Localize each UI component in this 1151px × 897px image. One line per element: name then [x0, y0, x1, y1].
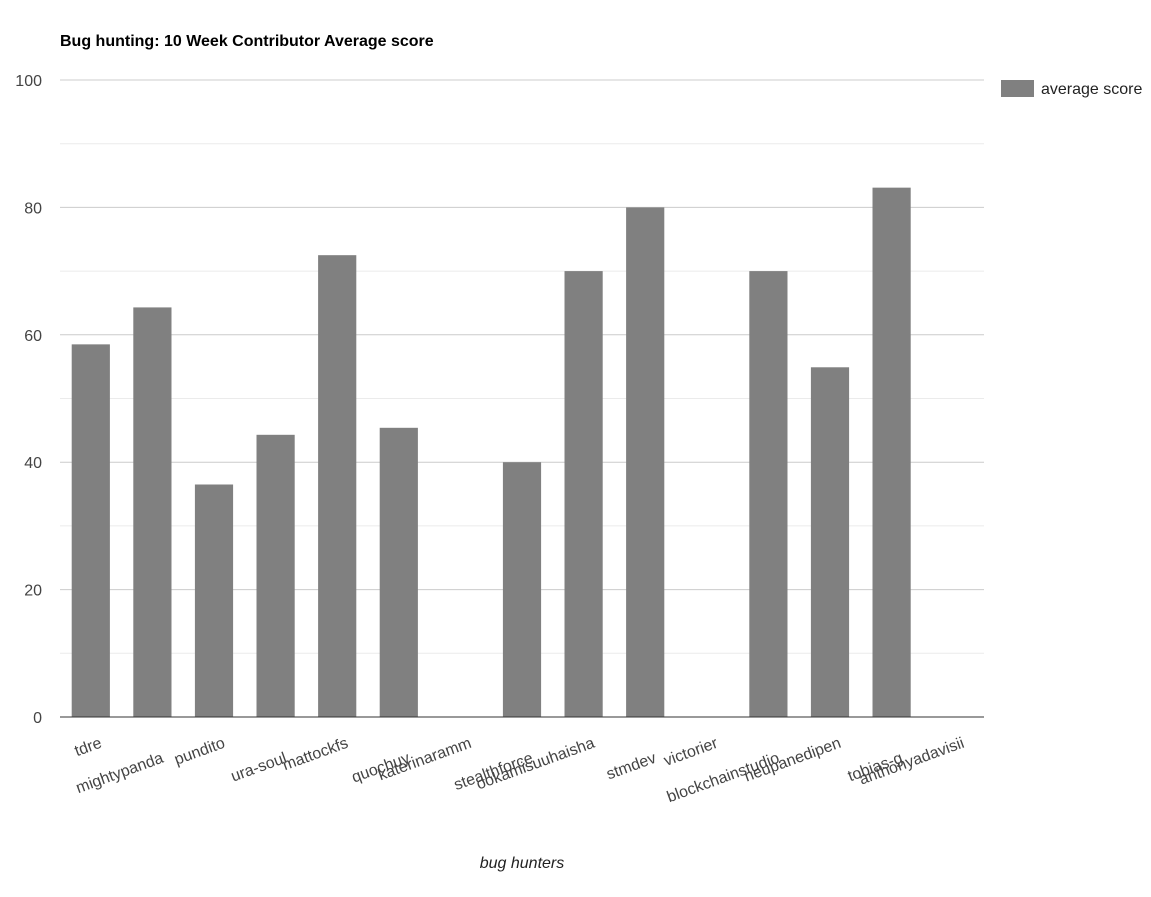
bar-stmdev[interactable] — [626, 207, 665, 717]
y-tick-label: 20 — [24, 583, 42, 600]
bar-ookamisuuhaisha[interactable] — [564, 271, 603, 717]
bar-neupanedipen[interactable] — [810, 367, 850, 717]
y-axis-ticks: 0 20 40 60 80 100 — [15, 73, 42, 727]
x-tick-label: stmdev — [604, 750, 658, 784]
bar-quochuy[interactable] — [379, 427, 418, 717]
y-tick-label: 40 — [24, 455, 42, 472]
bar-blockchainstudio[interactable] — [749, 271, 788, 717]
x-tick-label: victorier — [662, 735, 721, 770]
bars — [71, 187, 911, 718]
x-axis-title: bug hunters — [480, 855, 565, 872]
y-tick-label: 80 — [24, 200, 42, 217]
x-tick-label: mightypanda — [74, 750, 166, 797]
legend-label: average score — [1041, 81, 1142, 98]
bar-tobias-g[interactable] — [872, 187, 911, 717]
bar-tdre[interactable] — [71, 344, 110, 717]
bar-stealthforce[interactable] — [502, 462, 542, 717]
y-tick-label: 100 — [15, 73, 42, 90]
bar-ura-soul[interactable] — [256, 434, 295, 717]
bar-mightypanda[interactable] — [133, 307, 172, 717]
y-tick-label: 60 — [24, 328, 42, 345]
y-tick-label: 0 — [33, 710, 42, 727]
chart-title: Bug hunting: 10 Week Contributor Average… — [60, 33, 434, 50]
x-tick-label: tdre — [72, 735, 104, 760]
x-tick-label: pundito — [172, 735, 227, 769]
legend[interactable]: average score — [1001, 80, 1142, 98]
legend-swatch — [1001, 80, 1034, 97]
x-tick-label: ura-soul — [229, 750, 289, 786]
bar-mattockfs[interactable] — [318, 255, 357, 718]
bar-pundito[interactable] — [194, 484, 234, 717]
x-tick-label: mattockfs — [280, 735, 350, 774]
